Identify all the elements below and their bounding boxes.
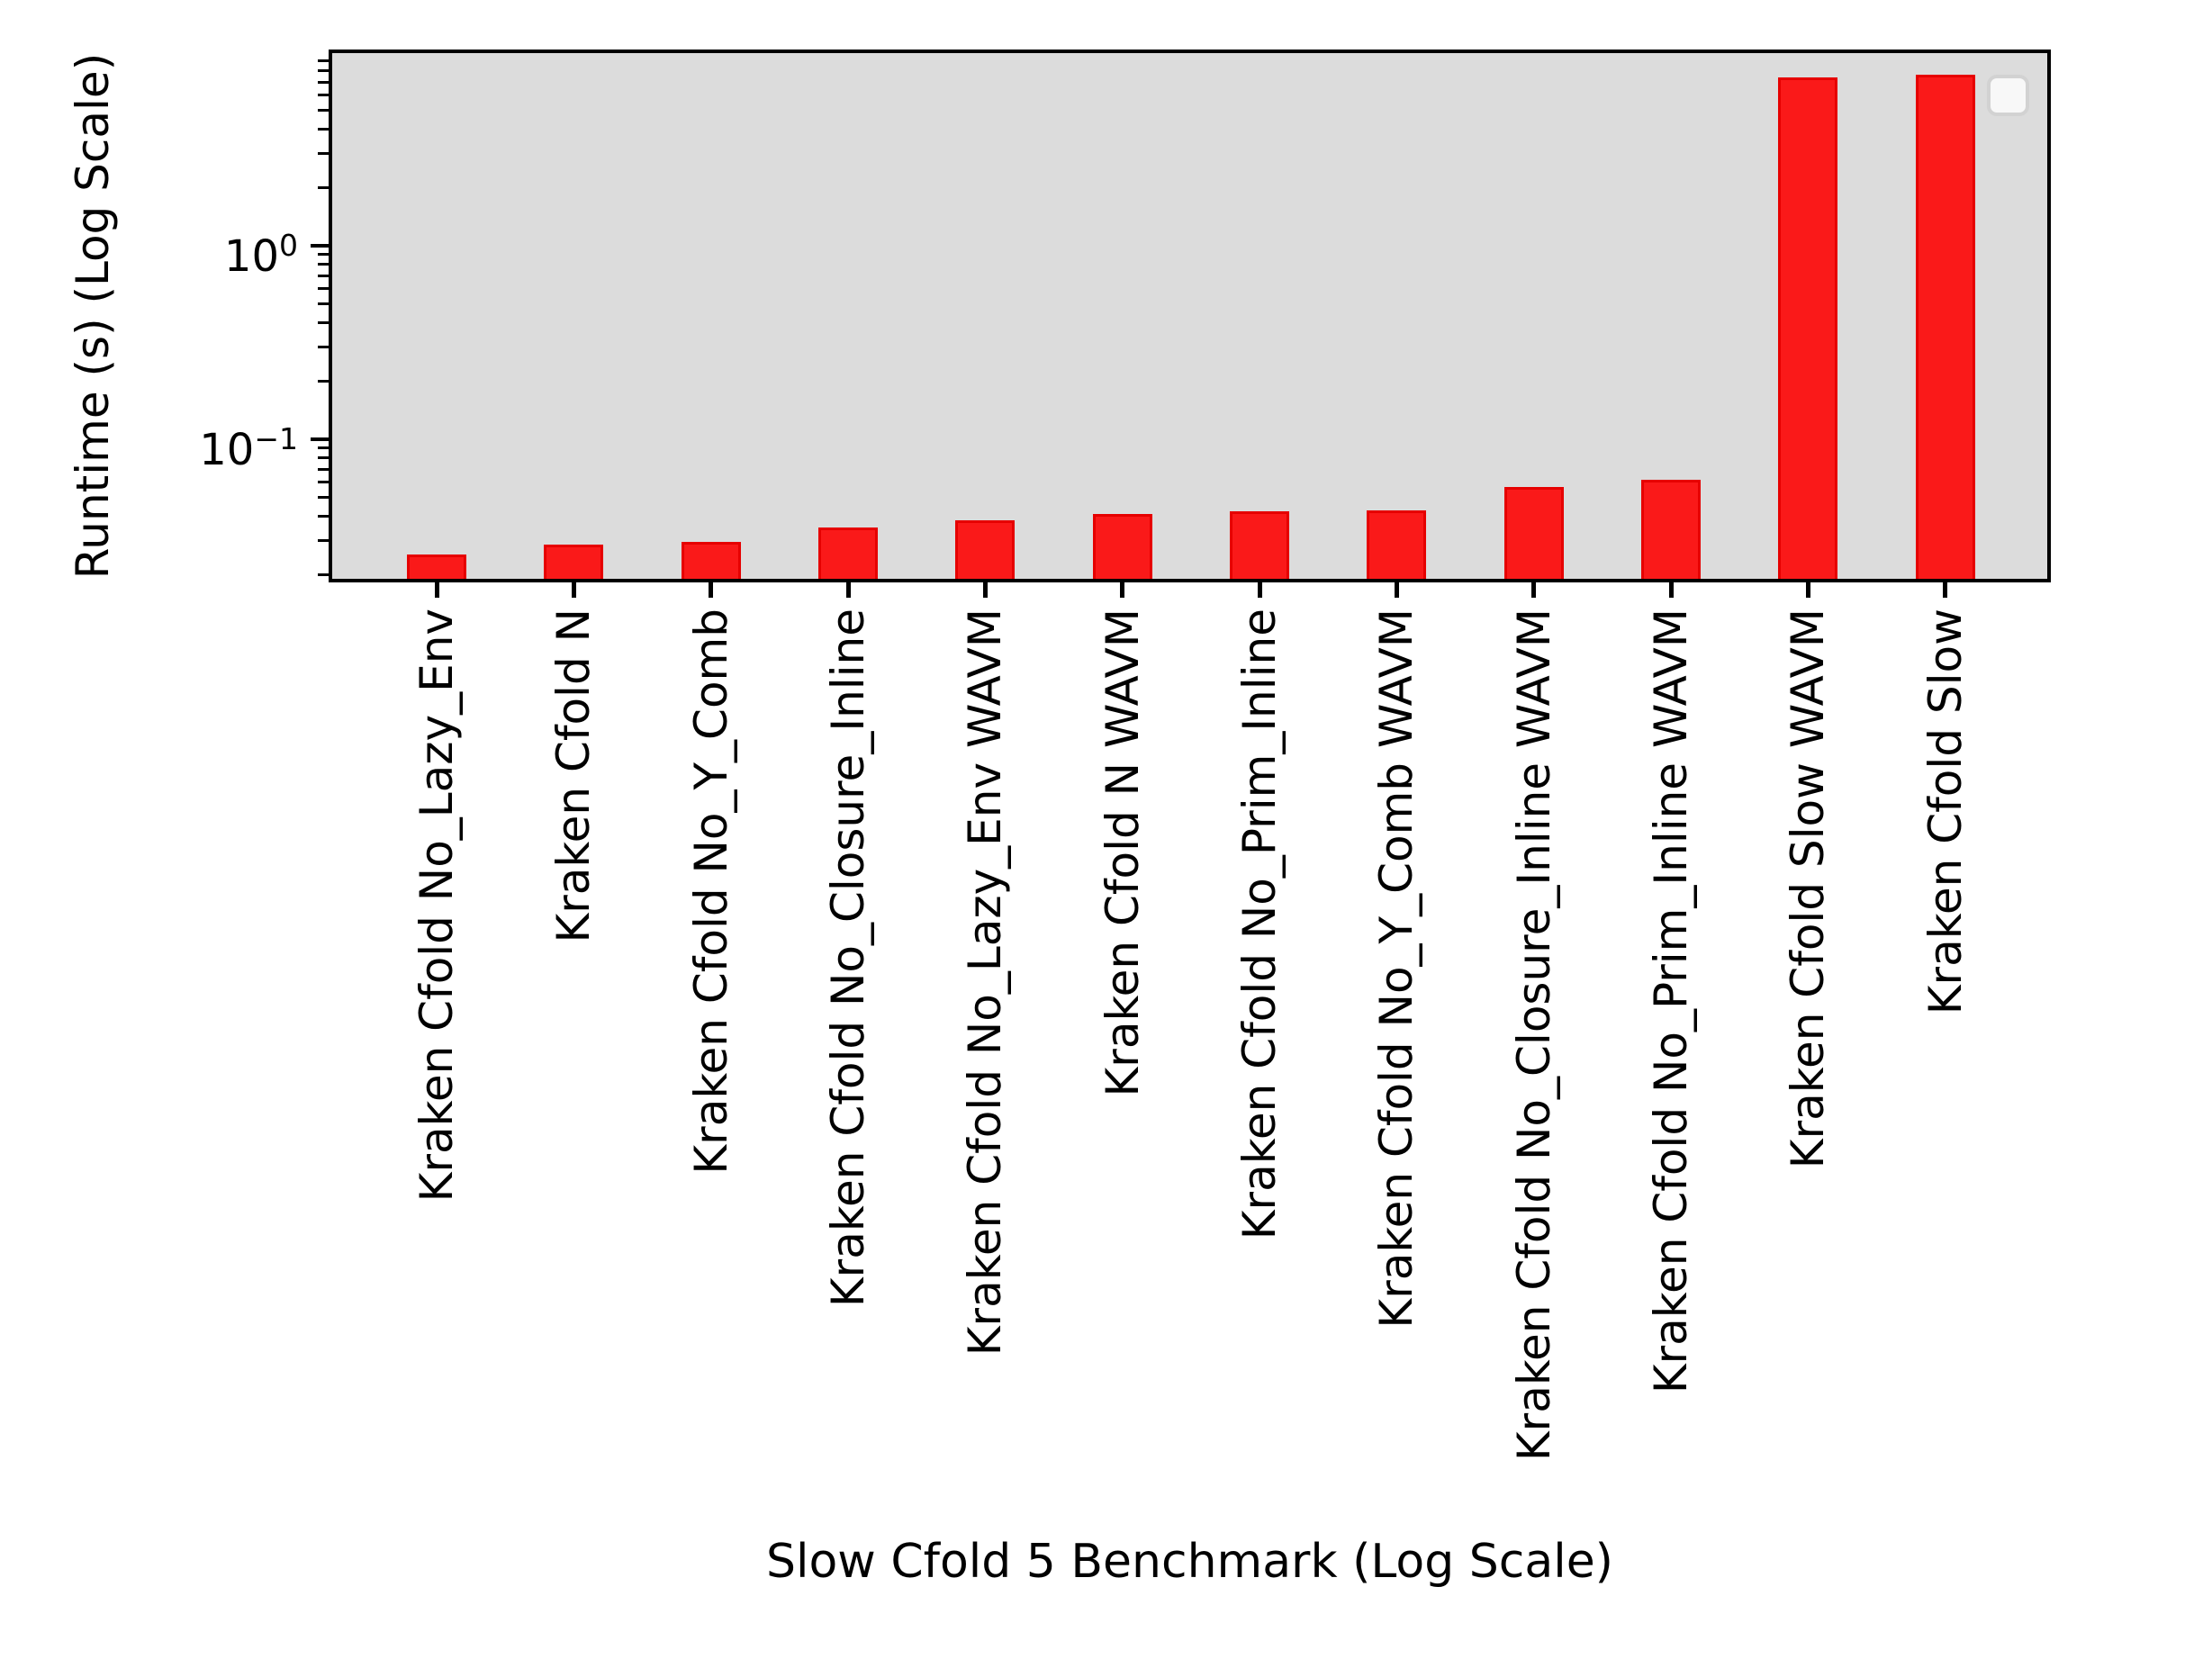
x-tick-label-11: Kraken Cfold Slow [1919,609,1972,1015]
y-minor-tick-21 [318,80,329,84]
x-tick-label-4: Kraken Cfold No_Lazy_Env WAVM [959,609,1012,1357]
x-tick-9 [1668,582,1674,598]
x-tick-1 [571,582,576,598]
x-tick-6 [1257,582,1262,598]
bar-10 [1778,77,1838,579]
plot-area [329,50,2051,582]
x-axis-title: Slow Cfold 5 Benchmark (Log Scale) [766,1535,1613,1589]
x-tick-label-6: Kraken Cfold No_Prim_Inline [1233,609,1287,1240]
y-tick-label-1: 10−1 [199,420,298,475]
bar-4 [955,520,1016,579]
x-tick-3 [845,582,851,598]
y-axis-title: Runtime (s) (Log Scale) [67,52,119,580]
bar-2 [681,541,741,579]
bar-1 [544,544,604,579]
bar-8 [1503,486,1564,579]
y-minor-tick-12 [318,287,329,291]
x-tick-8 [1531,582,1537,598]
x-tick-label-3: Kraken Cfold No_Closure_Inline [822,609,875,1308]
y-major-tick-1 [311,437,329,441]
x-tick-label-2: Kraken Cfold No_Y_Comb [684,609,737,1175]
y-minor-tick-9 [318,345,329,348]
y-minor-tick-6 [318,456,329,460]
y-minor-tick-2 [318,514,329,518]
x-tick-label-8: Kraken Cfold No_Closure_Inline WAVM [1507,609,1560,1462]
y-major-tick-0 [311,243,329,248]
x-tick-0 [434,582,439,598]
y-minor-tick-16 [318,185,329,189]
x-tick-4 [982,582,988,598]
bar-11 [1915,74,1975,579]
y-minor-tick-22 [318,69,329,73]
bar-9 [1641,479,1702,579]
bar-3 [818,527,879,579]
x-tick-label-5: Kraken Cfold N WAVM [1096,609,1149,1097]
y-minor-tick-20 [318,94,329,97]
x-tick-2 [709,582,714,598]
y-minor-tick-4 [318,481,329,484]
y-minor-tick-5 [318,467,329,471]
y-minor-tick-1 [318,538,329,542]
y-minor-tick-10 [318,321,329,324]
x-tick-label-9: Kraken Cfold No_Prim_Inline WAVM [1645,609,1698,1394]
y-minor-tick-23 [318,59,329,63]
y-minor-tick-15 [318,253,329,257]
x-tick-10 [1805,582,1810,598]
y-minor-tick-13 [318,274,329,277]
bar-7 [1367,510,1427,579]
y-tick-label-0: 100 [223,227,298,282]
bar-0 [407,554,466,579]
y-minor-tick-7 [318,446,329,450]
x-tick-7 [1394,582,1399,598]
x-tick-label-1: Kraken Cfold N [547,609,600,943]
bar-6 [1230,511,1290,579]
y-minor-tick-18 [318,128,329,131]
y-minor-tick-3 [318,496,329,500]
y-minor-tick-19 [318,109,329,113]
x-tick-label-0: Kraken Cfold No_Lazy_Env [411,609,463,1203]
y-minor-tick-17 [318,151,329,155]
y-minor-tick-0 [318,573,329,576]
x-tick-5 [1120,582,1125,598]
y-minor-tick-11 [318,302,329,306]
legend-box [1987,75,2029,116]
x-tick-11 [1943,582,1948,598]
bar-5 [1092,513,1152,579]
y-minor-tick-14 [318,263,329,266]
x-tick-label-7: Kraken Cfold No_Y_Comb WAVM [1370,609,1423,1329]
y-minor-tick-8 [318,379,329,383]
x-tick-label-10: Kraken Cfold Slow WAVM [1782,609,1835,1169]
